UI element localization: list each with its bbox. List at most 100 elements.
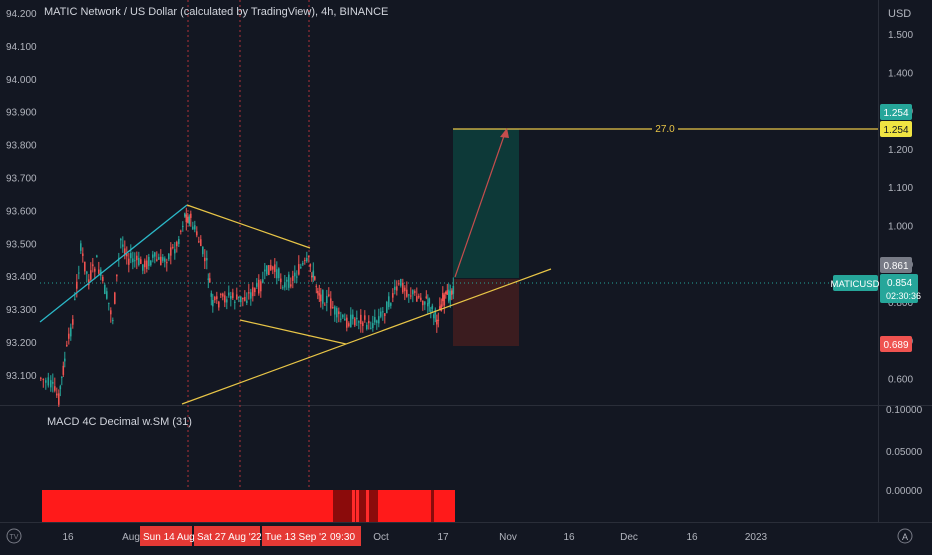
- candle-body: [382, 311, 384, 313]
- candle-body: [206, 258, 208, 261]
- left-axis-tick: 94.200: [6, 9, 37, 20]
- candle-body: [70, 327, 72, 337]
- candle-body: [436, 319, 438, 325]
- candle-body: [146, 260, 148, 269]
- candle-body: [406, 289, 408, 297]
- candle-body: [380, 311, 382, 317]
- candle-body: [104, 284, 106, 295]
- candle-body: [78, 272, 80, 274]
- candle-body: [54, 386, 56, 391]
- candle-body: [402, 282, 404, 293]
- candle-body: [326, 295, 328, 304]
- candle-body: [220, 294, 222, 296]
- time-event-tag: [327, 526, 361, 546]
- candle-body: [336, 308, 338, 318]
- candle-body: [242, 297, 244, 300]
- price-tag-target-top: 1.254: [880, 104, 912, 120]
- candle-body: [424, 301, 426, 305]
- candle-body: [312, 270, 315, 278]
- indicator-label: MACD 4C Decimal w.SM (31): [47, 416, 192, 428]
- candle-body: [266, 265, 268, 275]
- left-axis: 94.200 94.100 94.000 93.900 93.800 93.700 93.6…: [6, 9, 37, 382]
- auto-scale-button[interactable]: A: [897, 528, 913, 544]
- candle-body: [330, 298, 332, 309]
- candle-body: [311, 275, 313, 278]
- candle-body: [431, 305, 434, 309]
- candle-body: [392, 293, 394, 298]
- candle-body: [200, 239, 202, 247]
- candle-body: [439, 306, 441, 311]
- candle-body: [364, 315, 366, 320]
- right-axis-tick: 1.200: [888, 145, 913, 156]
- time-event-tag: [140, 526, 192, 546]
- candle-body: [74, 298, 76, 300]
- candle-body: [80, 243, 82, 251]
- tv-logo-button[interactable]: TV: [6, 528, 22, 544]
- indicator-histogram: [42, 490, 455, 522]
- time-event-labels: Sun 14 Aug Sat 27 Aug '22 Tue 13 Sep '2209…: [140, 526, 361, 546]
- candle-body: [187, 216, 189, 223]
- candle-body: [136, 255, 138, 261]
- candle-body: [437, 319, 440, 321]
- price-tag-last: 0.854 02:30:36: [880, 274, 921, 303]
- candle-body: [130, 253, 132, 259]
- candle-body: [290, 284, 292, 287]
- candle-body: [207, 278, 210, 280]
- candle-body: [358, 321, 360, 323]
- time-axis[interactable]: 16 Aug Oct 17 Nov 16 Dec 16 2023: [62, 532, 767, 543]
- wedge-mid-line: [239, 319, 347, 345]
- candle-body: [68, 333, 70, 339]
- candle-body: [134, 260, 136, 262]
- candle-body: [451, 290, 453, 295]
- candle-body: [144, 260, 146, 268]
- candle-body: [270, 265, 272, 270]
- left-axis-tick: 93.600: [6, 206, 37, 217]
- candle-body: [420, 297, 422, 301]
- candle-body: [300, 267, 302, 269]
- candle-body: [142, 264, 144, 271]
- candle-body: [384, 313, 386, 317]
- candle-body: [342, 314, 344, 318]
- candle-body: [286, 279, 288, 282]
- time-axis-label: 16: [686, 532, 698, 543]
- candle-body: [202, 246, 204, 255]
- candle-body: [418, 295, 420, 298]
- candle-body: [386, 301, 388, 314]
- candle-body: [190, 213, 192, 218]
- time-axis-label: Nov: [499, 532, 517, 543]
- chart-title: MATIC Network / US Dollar (calculated by…: [44, 6, 389, 18]
- candle-body: [304, 260, 306, 262]
- candle-body: [408, 294, 410, 296]
- left-axis-tick: 93.200: [6, 338, 37, 349]
- candle-body: [66, 344, 68, 347]
- candle-body: [252, 287, 254, 297]
- candle-body: [72, 319, 74, 325]
- candle-body: [314, 276, 316, 280]
- candle-body: [442, 293, 444, 302]
- price-tag-target-line: 1.254: [880, 121, 912, 137]
- right-axis-tick: 0.800: [888, 298, 913, 309]
- candle-body: [302, 263, 304, 265]
- candle-body: [198, 241, 200, 243]
- candle-body: [204, 257, 206, 262]
- candle-body: [292, 275, 294, 281]
- time-event-tag: [262, 526, 328, 546]
- candle-body: [362, 322, 364, 327]
- candle-body: [412, 290, 414, 295]
- candle-body: [388, 296, 390, 308]
- histogram-bar-bright: [356, 490, 359, 522]
- candle-body: [228, 292, 230, 296]
- candle-body: [154, 252, 156, 257]
- candle-body: [256, 282, 258, 287]
- candle-body: [427, 302, 429, 307]
- left-axis-tick: 93.100: [6, 371, 37, 382]
- candle-body: [328, 294, 330, 296]
- candle-body: [110, 310, 112, 315]
- right-axis-tick: 1.500: [888, 30, 913, 41]
- candle-body: [170, 247, 172, 256]
- candle-body: [317, 290, 319, 294]
- channel-line-up: [39, 204, 188, 323]
- time-axis-label: 17: [437, 532, 449, 543]
